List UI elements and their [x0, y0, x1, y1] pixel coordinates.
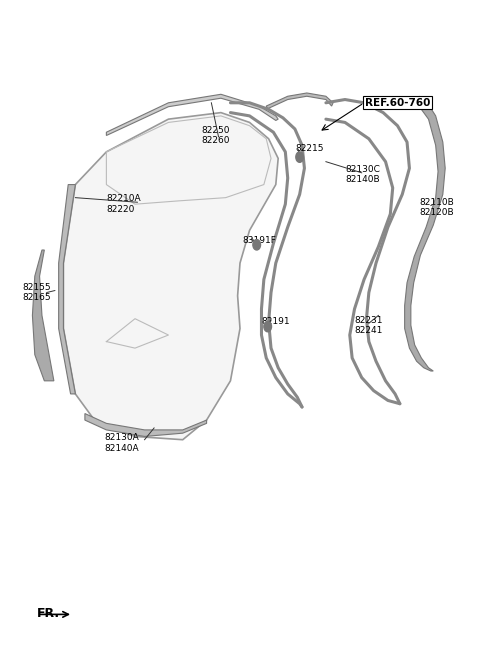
- Text: 82231
82241: 82231 82241: [355, 315, 383, 335]
- Text: 82130A
82140A: 82130A 82140A: [104, 433, 139, 453]
- Text: 82250
82260: 82250 82260: [202, 125, 230, 145]
- Text: REF.60-760: REF.60-760: [365, 98, 431, 108]
- Text: REF.60-760: REF.60-760: [364, 98, 430, 108]
- PathPatch shape: [33, 250, 54, 381]
- Text: 82155
82165: 82155 82165: [23, 283, 51, 302]
- PathPatch shape: [107, 95, 278, 135]
- Text: 82110B
82120B: 82110B 82120B: [419, 198, 454, 217]
- Text: 82191: 82191: [262, 317, 290, 327]
- Text: 83191F: 83191F: [242, 236, 276, 244]
- Text: 82130C
82140B: 82130C 82140B: [345, 165, 380, 185]
- Circle shape: [253, 240, 261, 250]
- Text: FR.: FR.: [37, 606, 60, 620]
- PathPatch shape: [59, 185, 75, 394]
- Text: 82210A
82220: 82210A 82220: [107, 194, 141, 214]
- Circle shape: [296, 152, 303, 162]
- PathPatch shape: [85, 413, 206, 436]
- PathPatch shape: [63, 112, 278, 440]
- Circle shape: [264, 321, 272, 332]
- PathPatch shape: [405, 97, 445, 371]
- PathPatch shape: [266, 93, 333, 108]
- Text: 82215: 82215: [295, 144, 324, 153]
